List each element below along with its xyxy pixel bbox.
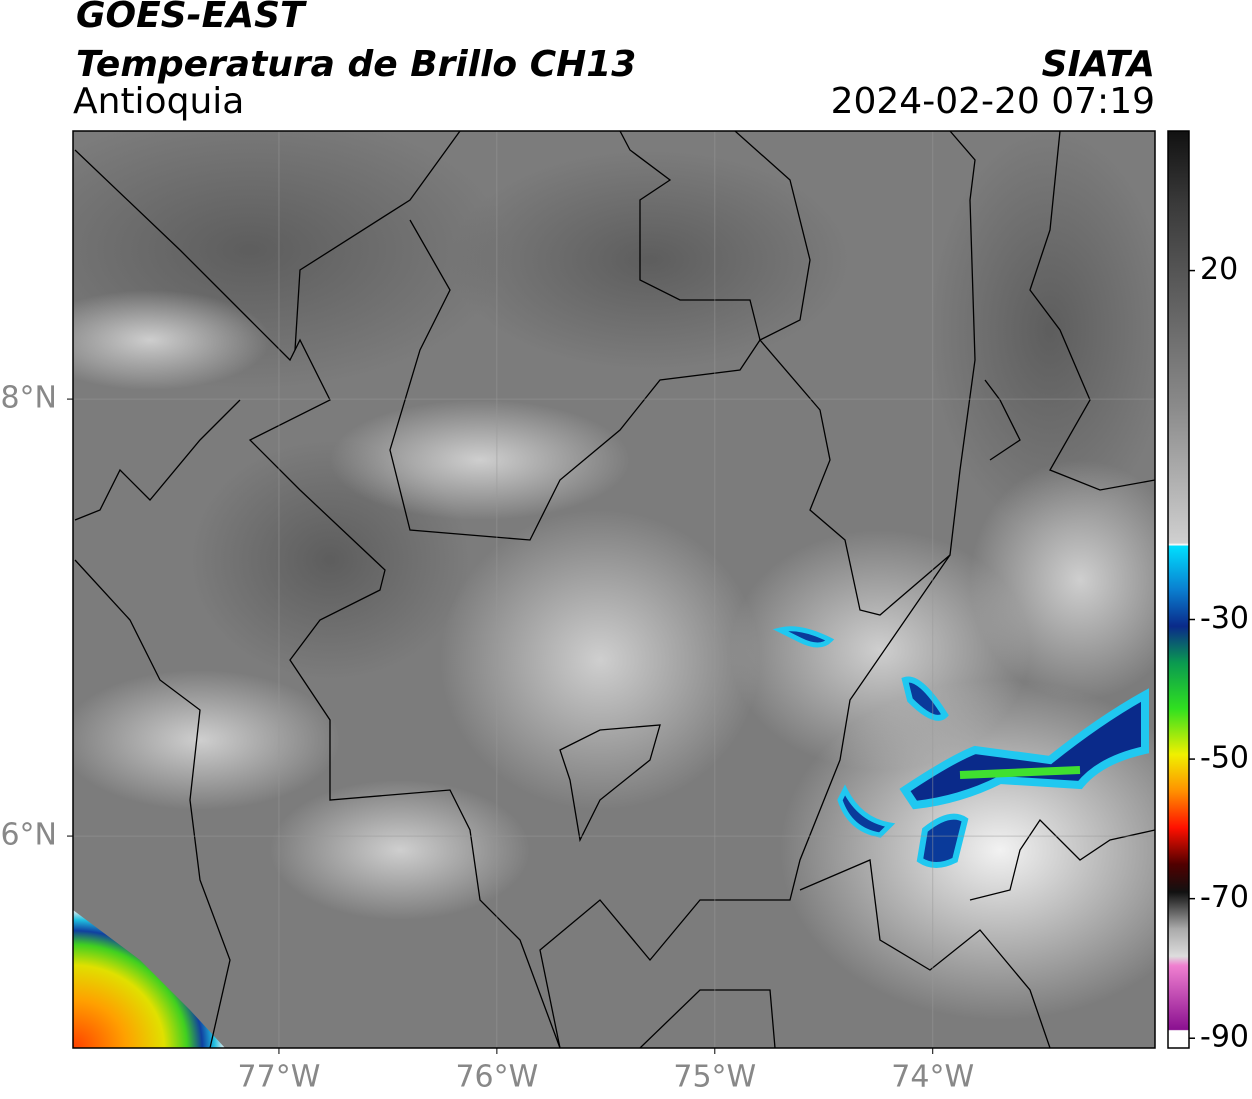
colorbar-tick-label: 20 xyxy=(1200,252,1238,287)
colorbar-tick-label: -30 xyxy=(1200,601,1249,636)
x-tick-label: 74°W xyxy=(891,1060,974,1095)
colorbar-tick-label: -70 xyxy=(1200,880,1249,915)
subtitle: Temperatura de Brillo CH13 xyxy=(76,44,636,85)
title: GOES-EAST xyxy=(76,0,307,36)
colorbar-tick-label: -90 xyxy=(1200,1020,1249,1055)
source: SIATA xyxy=(1042,44,1155,85)
y-tick-label: 8°N xyxy=(0,381,57,416)
graticule xyxy=(73,131,1155,1048)
x-tick-label: 76°W xyxy=(455,1060,538,1095)
colorbar xyxy=(1167,130,1190,1049)
colorbar-tick-label: -50 xyxy=(1200,741,1249,776)
map-frame xyxy=(72,130,1156,1049)
x-tick-label: 77°W xyxy=(238,1060,321,1095)
timestamp: 2024-02-20 07:19 xyxy=(831,81,1155,122)
region: Antioquia xyxy=(73,81,244,122)
x-tick-label: 75°W xyxy=(673,1060,756,1095)
y-tick-label: 6°N xyxy=(0,818,57,853)
satellite-image xyxy=(73,131,1155,1048)
